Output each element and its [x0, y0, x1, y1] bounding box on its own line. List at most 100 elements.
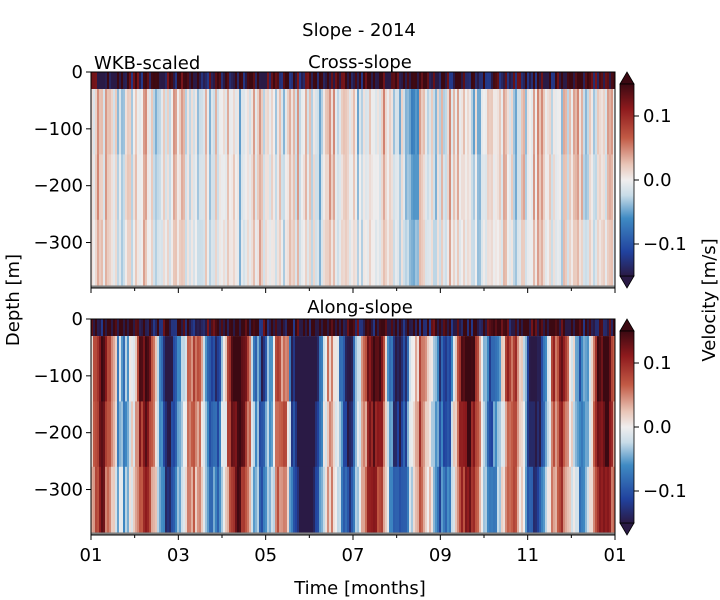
- x-tick-label: 11: [516, 545, 539, 566]
- x-ticks-cross-slope: [90, 288, 616, 293]
- heatmap-cell: [255, 154, 258, 221]
- heatmap-cell: [427, 89, 430, 155]
- heatmap-cell: [475, 336, 478, 402]
- heatmap-cell: [527, 401, 530, 468]
- heatmap-cell: [557, 72, 560, 90]
- heatmap-cell: [317, 72, 320, 90]
- heatmap-cell: [343, 219, 346, 286]
- heatmap-cell: [197, 219, 200, 286]
- heatmap-cell: [177, 466, 180, 533]
- heatmap-cell: [215, 219, 218, 286]
- heatmap-cell: [413, 89, 416, 155]
- heatmap-cell: [101, 89, 104, 155]
- heatmap-cell: [569, 401, 572, 468]
- heatmap-cell: [135, 89, 138, 155]
- y-tick-label: −100: [34, 119, 83, 140]
- heatmap-cell: [177, 154, 180, 221]
- heatmap-cell: [163, 89, 166, 155]
- heatmap-cell: [561, 89, 564, 155]
- heatmap-cell: [387, 154, 390, 221]
- heatmap-cell: [493, 466, 496, 533]
- heatmap-cell: [191, 401, 194, 468]
- heatmap-cell: [231, 219, 234, 286]
- heatmap-cell: [457, 466, 460, 533]
- heatmap-cell: [357, 336, 360, 402]
- heatmap-cell: [113, 466, 116, 533]
- colorbar-tick-label: 0.0: [643, 170, 672, 191]
- heatmap-cell: [193, 466, 196, 533]
- heatmap-cell: [325, 219, 328, 286]
- heatmap-cell: [91, 89, 94, 155]
- heatmap-cell: [593, 466, 596, 533]
- heatmap-cell: [353, 154, 356, 221]
- heatmap-cell: [239, 219, 242, 286]
- heatmap-cell: [149, 154, 152, 221]
- heatmap-cell: [461, 89, 464, 155]
- heatmap-cell: [497, 466, 500, 533]
- heatmap-cell: [561, 154, 564, 221]
- heatmap-cell: [585, 219, 588, 286]
- heatmap-cell: [177, 89, 180, 155]
- heatmap-cell: [453, 89, 456, 155]
- heatmap-cell: [581, 401, 584, 468]
- heatmap-cell: [151, 72, 154, 90]
- heatmap-cell: [173, 219, 176, 286]
- heatmap-cell: [415, 466, 418, 533]
- heatmap-cell: [411, 154, 414, 221]
- heatmap-cell: [231, 72, 234, 90]
- heatmap-cell: [391, 219, 394, 286]
- heatmap-cell: [129, 89, 132, 155]
- heatmap-cell: [355, 466, 358, 533]
- heatmap-cell: [543, 154, 546, 221]
- heatmap-cell: [291, 72, 294, 90]
- y-tick-label: −200: [34, 423, 83, 444]
- heatmap-cell: [521, 89, 524, 155]
- heatmap-cell: [255, 336, 258, 402]
- heatmap-cell: [319, 466, 322, 533]
- heatmap-cell: [341, 89, 344, 155]
- heatmap-cell: [487, 89, 490, 155]
- heatmap-cell: [113, 219, 116, 286]
- heatmap-cell: [261, 154, 264, 221]
- heatmap-cell: [253, 466, 256, 533]
- heatmap-cell: [237, 219, 240, 286]
- heatmap-cell: [571, 401, 574, 468]
- heatmap-cell: [267, 336, 270, 402]
- heatmap-cell: [449, 72, 452, 90]
- heatmap-cell: [297, 154, 300, 221]
- heatmap-cell: [401, 401, 404, 468]
- heatmap-cell: [223, 89, 226, 155]
- heatmap-cell: [143, 219, 146, 286]
- heatmap-cell: [587, 89, 590, 155]
- heatmap-cell: [529, 89, 532, 155]
- heatmap-cell: [405, 466, 408, 533]
- heatmap-cell: [451, 336, 454, 402]
- heatmap-cell: [361, 219, 364, 286]
- heatmap-cell: [281, 319, 284, 337]
- heatmap-cell: [301, 466, 304, 533]
- heatmap-cell: [201, 154, 204, 221]
- heatmap-cell: [305, 319, 308, 337]
- heatmap-cell: [251, 72, 254, 90]
- heatmap-cell: [117, 89, 120, 155]
- heatmap-cell: [601, 466, 604, 533]
- heatmap-cell: [231, 466, 234, 533]
- heatmap-cell: [467, 319, 470, 337]
- heatmap-cell: [455, 154, 458, 221]
- heatmap-cell: [529, 466, 532, 533]
- heatmap-cell: [241, 336, 244, 402]
- heatmap-cell: [247, 401, 250, 468]
- heatmap-cell: [409, 336, 412, 402]
- heatmap-cell: [317, 154, 320, 221]
- heatmap-cell: [489, 72, 492, 90]
- heatmap-cell: [265, 401, 268, 468]
- heatmap-cell: [119, 336, 122, 402]
- heatmap-cell: [387, 219, 390, 286]
- heatmap-cell: [333, 319, 336, 337]
- heatmap-cell: [289, 319, 292, 337]
- heatmap-cell: [267, 89, 270, 155]
- heatmap-cell: [293, 219, 296, 286]
- heatmap-cell: [563, 89, 566, 155]
- heatmap-cell: [437, 336, 440, 402]
- heatmap-cell: [379, 154, 382, 221]
